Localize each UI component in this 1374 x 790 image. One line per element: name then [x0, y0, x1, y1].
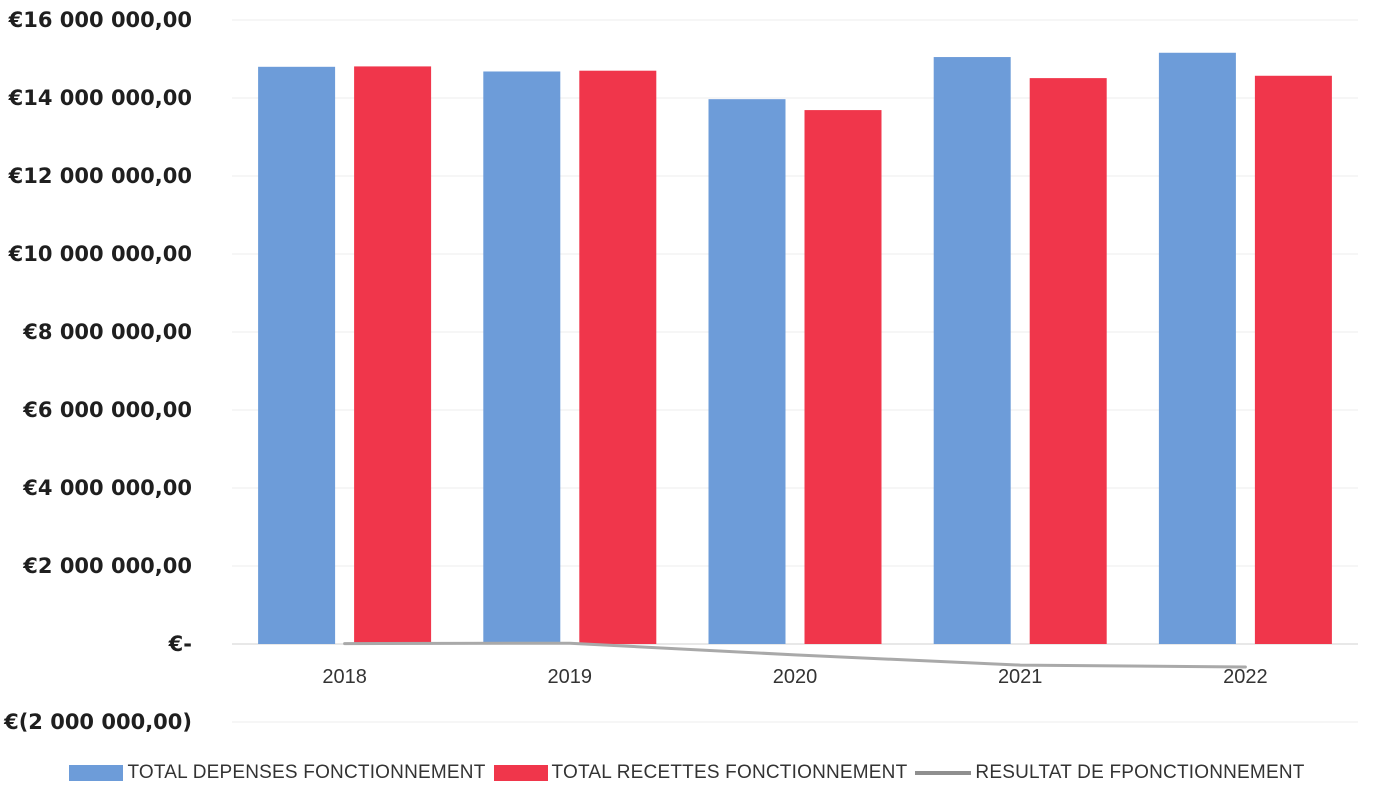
legend-swatch-recettes	[493, 765, 548, 781]
y-tick-label: €16 000 000,00	[8, 8, 192, 32]
bar-recettes-2020	[804, 110, 882, 645]
bar-depenses-2022	[1158, 52, 1236, 644]
bar-recettes-2019	[579, 70, 657, 644]
bar-recettes-2022	[1254, 75, 1332, 644]
y-tick-label: €8 000 000,00	[22, 320, 192, 344]
y-tick-label: €14 000 000,00	[8, 86, 192, 110]
legend-label-depenses: TOTAL DEPENSES FONCTIONNEMENT	[127, 762, 486, 783]
chart: €16 000 000,00 €14 000 000,00 €12 000 000,…	[3, 8, 1358, 734]
bar-depenses-2019	[483, 71, 561, 645]
bar-depenses-2021	[933, 57, 1011, 645]
y-tick-label: €4 000 000,00	[22, 476, 192, 500]
legend-swatch-depenses	[69, 765, 124, 781]
legend-item-resultat: RESULTAT DE FPONCTIONNEMENT	[915, 762, 1304, 784]
x-tick-label: 2020	[773, 666, 818, 688]
legend: TOTAL DEPENSES FONCTIONNEMENT TOTAL RECE…	[0, 758, 1374, 788]
bar-recettes-2021	[1029, 78, 1107, 645]
y-tick-label: €-	[168, 632, 192, 656]
y-tick-label: €12 000 000,00	[8, 164, 192, 188]
x-tick-label: 2022	[1223, 666, 1268, 688]
line-resultat	[343, 641, 1247, 669]
x-tick-label: 2019	[548, 666, 593, 688]
bar-depenses-2020	[708, 99, 786, 645]
x-tick-label: 2021	[998, 666, 1043, 688]
y-tick-label: €10 000 000,00	[8, 242, 192, 266]
x-axis-ticks: 2018 2019 2020 2021 2022	[322, 666, 1267, 688]
y-axis-ticks: €16 000 000,00 €14 000 000,00 €12 000 000,…	[3, 8, 192, 734]
x-tick-label: 2018	[322, 666, 367, 688]
result-line-layer	[343, 641, 1247, 669]
legend-item-recettes: TOTAL RECETTES FONCTIONNEMENT	[493, 762, 908, 784]
bar-depenses-2018	[258, 66, 336, 645]
bars	[258, 52, 1332, 645]
legend-label-resultat: RESULTAT DE FPONCTIONNEMENT	[975, 762, 1305, 783]
y-tick-label: €6 000 000,00	[22, 398, 192, 422]
legend-label-recettes: TOTAL RECETTES FONCTIONNEMENT	[551, 762, 908, 783]
y-tick-label: €(2 000 000,00)	[3, 710, 192, 734]
y-tick-label: €2 000 000,00	[22, 554, 192, 578]
legend-item-depenses: TOTAL DEPENSES FONCTIONNEMENT	[69, 762, 485, 784]
legend-swatch-resultat	[915, 771, 972, 775]
bar-recettes-2018	[354, 66, 432, 644]
